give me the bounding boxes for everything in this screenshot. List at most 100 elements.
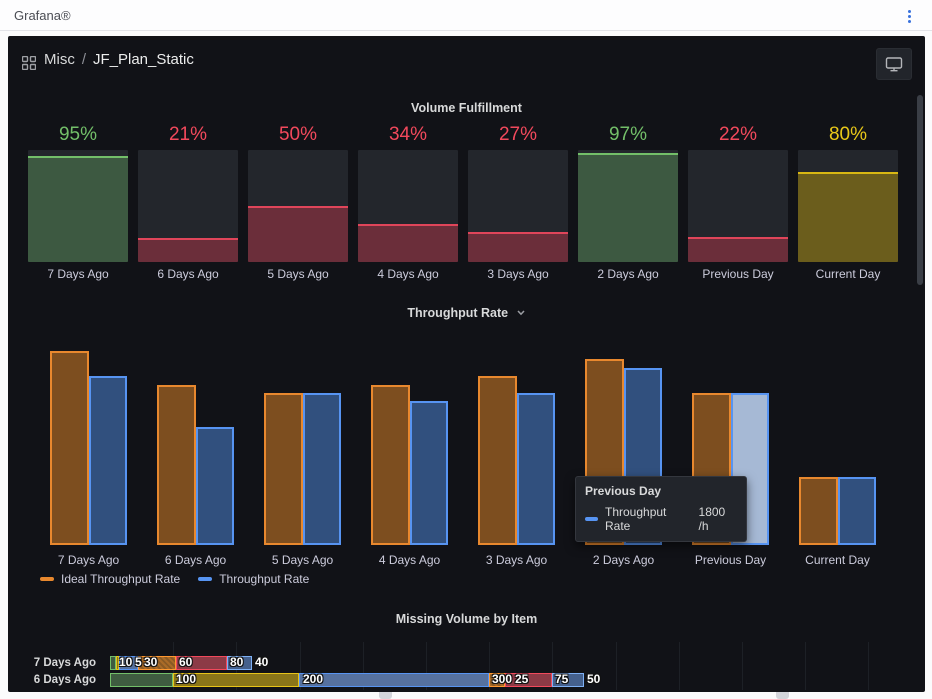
gauge-label: Previous Day [702,267,774,281]
bar-group [585,359,662,545]
throughput-bar[interactable] [409,401,448,545]
tv-view-button[interactable] [876,48,912,80]
gauge-cell[interactable]: 21% 6 Days Ago [138,124,238,281]
legend-swatch [198,577,213,581]
missing-panel-title: Missing Volume by Item [395,612,538,626]
segment-value-label: 50 [587,672,601,686]
breadcrumb: Misc / JF_Plan_Static [44,51,194,68]
throughput-bar[interactable] [195,427,234,545]
throughput-bar[interactable] [302,393,341,545]
bar-segment[interactable] [299,673,489,687]
bar-group [157,385,234,545]
segment-value-label: 300 [492,672,513,686]
ideal-throughput-bar[interactable] [371,385,410,545]
gauge-cell[interactable]: 80% Current Day [798,124,898,281]
bar-segment[interactable] [116,656,119,670]
gauge-fill [138,238,238,262]
segment-value-label: 5 [135,655,142,669]
throughput-bar[interactable] [88,376,127,545]
ideal-throughput-bar[interactable] [50,351,89,545]
gauge-cell[interactable]: 97% 2 Days Ago [578,124,678,281]
gauge-fill [248,206,348,262]
bar-segment[interactable] [110,656,116,670]
gauge-bar [28,150,128,262]
scrollbar-thumb[interactable] [917,95,923,285]
bar-segment[interactable] [227,656,252,670]
gauge-label: 2 Days Ago [597,267,659,281]
legend-label: Throughput Rate [219,572,310,586]
category-label: 4 Days Ago [378,553,441,567]
legend-label: Ideal Throughput Rate [61,572,181,586]
bar-segment[interactable] [489,673,505,687]
gridline [426,642,427,690]
throughput-panel-title[interactable]: Throughput Rate [8,306,925,320]
breadcrumb-separator: / [81,51,86,68]
gauge-bar [248,150,348,262]
bar-group [371,385,448,545]
gauge-percent: 34% [388,124,428,145]
gauge-cell[interactable]: 95% 7 Days Ago [28,124,128,281]
throughput-bar[interactable] [837,477,876,545]
ideal-throughput-bar[interactable] [157,385,196,545]
category-label: 2 Days Ago [592,553,655,567]
gauge-label: 3 Days Ago [487,267,549,281]
segment-value-label: 10 [119,655,133,669]
gauge-fill [688,237,788,262]
kebab-menu-icon[interactable] [903,7,915,25]
bottom-notch [776,692,789,699]
ideal-throughput-bar[interactable] [264,393,303,545]
tooltip: Previous Day Throughput Rate 1800 /h [575,476,747,542]
gridline [742,642,743,690]
category-label: Previous Day [694,553,767,567]
bar-group [799,477,876,545]
gauge-bar [358,150,458,262]
bar-segment[interactable] [552,673,584,687]
bottom-notch [379,692,392,699]
legend-item[interactable]: Throughput Rate [198,572,309,586]
gauge-cell[interactable]: 27% 3 Days Ago [468,124,568,281]
tooltip-row: Throughput Rate 1800 /h [585,505,737,533]
bar-segment[interactable] [176,656,227,670]
bar-segment[interactable] [505,673,552,687]
segment-value-label: 60 [179,655,193,669]
gauge-bar [468,150,568,262]
throughput-legend: Ideal Throughput Rate Throughput Rate [40,572,309,586]
gauge-fill [468,232,568,262]
bar-segment[interactable] [119,656,138,670]
gauge-percent: 80% [828,124,868,145]
segment-value-label: 25 [515,672,529,686]
bar-segment[interactable] [110,673,173,687]
bar-segment[interactable] [173,673,299,687]
ideal-throughput-bar[interactable] [799,477,838,545]
brand-text: Grafana® [14,8,71,23]
gauge-bar [138,150,238,262]
gauge-label: Current Day [815,267,881,281]
breadcrumb-section[interactable]: Misc [44,51,75,68]
gauge-percent: 97% [608,124,648,145]
breadcrumb-dashboard[interactable]: JF_Plan_Static [93,51,194,68]
bar-group [264,393,341,545]
segment-value-label: 40 [255,655,269,669]
chevron-down-icon [517,310,525,316]
top-bar: Grafana® [0,0,932,31]
gauge-label: 6 Days Ago [157,267,219,281]
gauge-cell[interactable]: 50% 5 Days Ago [248,124,348,281]
legend-item[interactable]: Ideal Throughput Rate [40,572,180,586]
gauge-fill [358,224,458,262]
missing-bar: 100 200 300 25 75 50 [110,672,600,687]
gridline [300,642,301,690]
gauge-bar [798,150,898,262]
ideal-throughput-bar[interactable] [478,376,517,545]
volume-panel-title: Volume Fulfillment [411,101,522,115]
gauge-cell[interactable]: 22% Previous Day [688,124,788,281]
gridline [363,642,364,690]
gridline [805,642,806,690]
gauge-cell[interactable]: 34% 4 Days Ago [358,124,458,281]
apps-grid-icon[interactable] [21,55,37,75]
gridline [868,642,869,690]
throughput-bar[interactable] [516,393,555,545]
bar-segment[interactable] [138,656,176,670]
tooltip-value: 1800 /h [698,505,726,533]
gauge-percent: 21% [168,124,208,145]
